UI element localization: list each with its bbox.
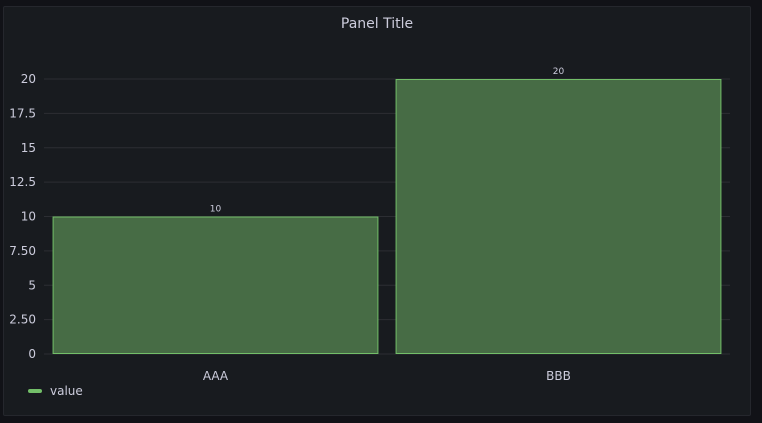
y-tick-label: 10 xyxy=(21,210,36,224)
y-tick-label: 5 xyxy=(28,278,36,292)
bar-bbb xyxy=(395,79,722,354)
panel-title[interactable]: Panel Title xyxy=(340,16,414,32)
bar-value-label: 20 xyxy=(553,67,565,77)
y-tick-label: 2.50 xyxy=(9,313,36,327)
y-tick-label: 0 xyxy=(28,347,36,361)
x-tick-label: BBB xyxy=(546,369,571,383)
y-tick-label: 17.5 xyxy=(9,106,36,120)
legend: value xyxy=(28,384,83,398)
legend-label[interactable]: value xyxy=(50,384,83,398)
bar-value-label: 10 xyxy=(210,205,222,215)
bar-aaa xyxy=(52,216,379,354)
y-tick-label: 12.5 xyxy=(9,175,36,189)
y-tick-label: 20 xyxy=(21,72,36,86)
legend-swatch xyxy=(28,389,42,393)
x-tick-label: AAA xyxy=(203,369,229,383)
y-tick-label: 15 xyxy=(21,141,36,155)
y-tick-label: 7.50 xyxy=(9,244,36,258)
